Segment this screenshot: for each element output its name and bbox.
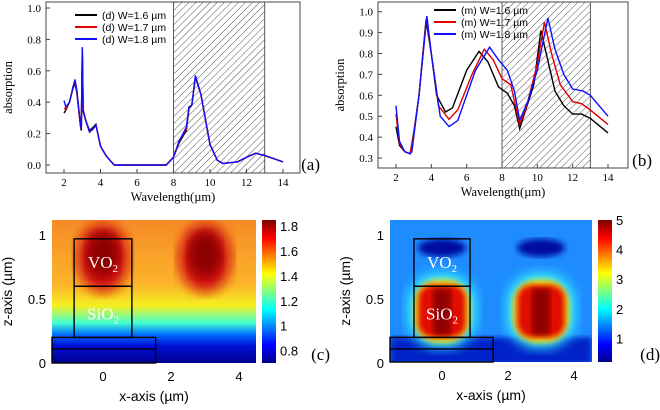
panel-label: (b) xyxy=(632,151,652,170)
x-tick-label: 12 xyxy=(567,172,578,184)
y-tick-label: 0.4 xyxy=(359,132,373,144)
legend-label: (d) W=1.7 µm xyxy=(102,22,166,34)
colorbar-tick-label: 2 xyxy=(616,302,623,317)
subscript: 2 xyxy=(113,263,119,275)
legend-label: (d) W=1.6 µm xyxy=(102,10,166,22)
colorbar xyxy=(598,220,612,362)
x-tick-label: 2 xyxy=(504,368,511,383)
y-tick-label: 0.8 xyxy=(27,34,41,46)
y-axis-label: z-axis (µm) xyxy=(0,257,15,327)
subscript: 2 xyxy=(452,263,458,275)
y-tick-label: 0.9 xyxy=(359,28,373,40)
colorbar-tick-label: 0.8 xyxy=(280,344,298,359)
y-tick-label: 0.7 xyxy=(359,69,373,81)
colorbar-tick-label: 1.4 xyxy=(280,269,298,284)
plot-frame xyxy=(377,1,629,169)
x-tick-label: 4 xyxy=(570,368,577,383)
substrate-outline xyxy=(389,336,494,363)
legend-label: (m) W=1.7 µm xyxy=(461,17,528,29)
colorbar-tick-label: 1 xyxy=(280,319,287,334)
y-tick-label: 0.0 xyxy=(27,160,41,172)
heatmap-c: VO2 SiO2 0 2 4 0 0.5 1 x-axis (µm) z-axis (µm) 0.8… xyxy=(0,219,330,404)
y-axis-label: absorption xyxy=(1,60,15,114)
y-tick-label: 0.3 xyxy=(359,153,373,165)
colorbar xyxy=(262,220,276,363)
subscript: 2 xyxy=(452,314,458,326)
x-tick-label: 14 xyxy=(603,172,615,184)
y-tick-label: 1 xyxy=(39,228,46,243)
x-tick-label: 2 xyxy=(61,177,67,189)
field-coldspot xyxy=(517,238,565,257)
series-line-3 xyxy=(395,15,609,155)
y-axis-label: z-axis (µm) xyxy=(337,256,353,326)
y-tick-label: 0.5 xyxy=(366,292,384,307)
x-tick-label: 4 xyxy=(98,177,104,189)
colorbar-tick-label: 1 xyxy=(616,331,623,346)
legend-label: (m) W=1.6 µm xyxy=(461,5,528,17)
panel-label: (a) xyxy=(301,155,320,174)
y-tick-label: 1 xyxy=(377,228,384,243)
y-tick-label: 0.4 xyxy=(27,97,41,109)
y-tick-label: 0.5 xyxy=(359,111,373,123)
colorbar-tick-label: 1.2 xyxy=(280,294,298,309)
x-tick-label: 0 xyxy=(99,369,106,384)
y-axis-label: absorption xyxy=(333,58,347,112)
x-tick-label: 10 xyxy=(532,172,544,184)
x-tick-label: 12 xyxy=(241,177,252,189)
x-tick-label: 4 xyxy=(235,369,242,384)
field-coldspot xyxy=(418,238,466,257)
line-chart-b: 2 4 6 8 10 12 14 0.3 0.4 0.5 0.6 0.7 0.8 0.9 1.0 Wavele… xyxy=(333,1,652,199)
y-tick-label: 0 xyxy=(39,356,46,371)
legend-label: (d) W=1.8 µm xyxy=(102,34,166,46)
x-tick-label: 10 xyxy=(205,177,217,189)
x-tick-label: 14 xyxy=(278,177,290,189)
field-hotspot-core xyxy=(189,232,221,277)
y-tick-label: 0 xyxy=(377,356,384,371)
subscript: 2 xyxy=(113,314,119,326)
colorbar-tick-label: 1.8 xyxy=(280,219,298,234)
field-hotspot-core xyxy=(532,288,550,335)
y-tick-label: 0.6 xyxy=(27,66,41,78)
panel-label: (c) xyxy=(311,345,330,364)
field-hotspot-core xyxy=(87,232,119,277)
y-tick-label: 1.0 xyxy=(27,3,41,15)
x-axis-label: Wavelength(µm) xyxy=(461,185,546,199)
hatched-region xyxy=(173,1,266,174)
heatmap-d: VO2 SiO2 0 2 4 0 0.5 1 x-axis (µm) z-axis (µm) 1 2 3… xyxy=(337,213,660,403)
y-tick-label: 0.8 xyxy=(359,49,373,61)
x-axis-label: Wavelength(µm) xyxy=(131,190,216,204)
series-line-3 xyxy=(63,47,284,166)
field-hotspot-core xyxy=(433,288,451,335)
colorbar-tick-label: 3 xyxy=(616,272,623,287)
vo2-label: VO2 xyxy=(88,253,118,275)
substrate-outline xyxy=(51,336,157,364)
colorbar-tick-label: 4 xyxy=(616,243,623,258)
x-axis-label: x-axis (µm) xyxy=(119,388,189,404)
field-map xyxy=(390,220,592,362)
y-tick-label: 0.6 xyxy=(359,90,373,102)
x-tick-label: 0 xyxy=(438,368,445,383)
panel-label: (d) xyxy=(640,345,660,364)
colorbar-tick-label: 1.6 xyxy=(280,244,298,259)
y-tick-label: 0.2 xyxy=(27,129,41,141)
x-tick-label: 6 xyxy=(134,177,140,189)
x-tick-label: 6 xyxy=(464,172,470,184)
x-tick-label: 2 xyxy=(167,369,174,384)
y-tick-label: 1.0 xyxy=(359,7,373,19)
colorbar-tick-label: 5 xyxy=(616,213,623,228)
vo2-label: VO2 xyxy=(427,253,457,275)
x-tick-label: 4 xyxy=(429,172,435,184)
line-chart-a: 2 4 6 8 10 12 14 0.0 0.2 0.4 0.6 0.8 1.0 Wavelength(µ… xyxy=(1,1,320,204)
legend-label: (m) W=1.8 µm xyxy=(461,29,528,41)
x-axis-label: x-axis (µm) xyxy=(456,387,526,403)
field-map xyxy=(52,220,256,363)
x-tick-label: 2 xyxy=(393,172,399,184)
x-tick-label: 8 xyxy=(171,177,177,189)
sio2-label: SiO2 xyxy=(426,304,458,326)
x-tick-label: 8 xyxy=(499,172,505,184)
y-tick-label: 0.5 xyxy=(28,292,46,307)
sio2-label: SiO2 xyxy=(87,304,119,326)
